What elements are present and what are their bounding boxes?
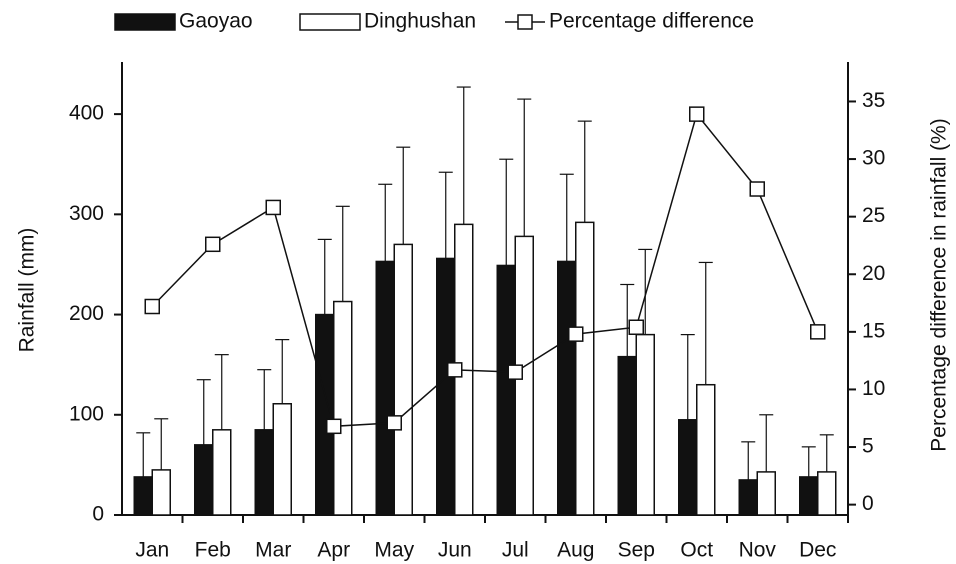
legend-swatch [299,13,361,31]
y2-tick-label: 35 [862,89,885,112]
x-tick-label: Jan [135,539,169,562]
bar [272,403,292,516]
legend-label: Dinghushan [364,10,476,33]
line-marker [628,319,644,335]
y2-tick-label: 10 [862,377,885,400]
legend-label: Percentage difference [549,10,754,33]
x-tick-label: Jun [438,539,472,562]
x-tick-label: Aug [557,539,594,562]
legend-swatch [114,13,176,31]
y2-axis-title: Percentage difference in rainfall (%) [928,118,951,451]
x-tick-label: Jul [502,539,529,562]
bar [133,476,153,516]
x-tick-label: Oct [680,539,713,562]
legend-label: Gaoyao [179,10,253,33]
y2-tick-label: 0 [862,492,874,515]
bar [393,243,413,516]
line-marker [386,415,402,431]
y-tick-label: 300 [69,202,104,225]
x-tick-label: Nov [739,539,777,562]
line-marker [326,418,342,435]
line-marker [689,106,705,122]
line-marker [507,364,523,380]
y2-tick-label: 15 [862,319,885,342]
bar [817,471,837,516]
bar [696,383,716,516]
bar [194,444,214,516]
y2-tick-label: 25 [862,204,885,227]
y-tick-label: 0 [92,503,104,526]
line-marker [568,326,584,342]
line-marker [749,181,765,197]
line-marker [447,362,463,378]
line-marker [810,324,826,340]
line-marker [144,298,160,315]
y2-tick-label: 30 [862,147,885,170]
line-marker [265,199,281,216]
bar [254,429,274,516]
bar [557,260,577,516]
bar [436,257,456,516]
bar [333,300,353,516]
x-tick-label: Dec [799,539,836,562]
bar [575,221,595,516]
bar [756,471,776,516]
y-tick-label: 400 [69,102,104,125]
bar [496,264,516,516]
x-tick-label: Mar [255,539,291,562]
y2-tick-label: 20 [862,262,885,285]
x-tick-label: May [374,539,414,562]
bar [799,476,819,516]
bar [375,260,395,516]
x-tick-label: Feb [195,539,231,562]
bar [617,355,637,516]
line-marker [205,236,221,253]
bar [635,333,655,516]
bar [212,429,232,516]
line [151,112,819,428]
y-tick-label: 100 [69,402,104,425]
bar [151,469,171,516]
y2-tick-label: 5 [862,435,874,458]
legend-swatch [517,14,533,30]
x-tick-label: Sep [618,539,655,562]
y-axis-title: Rainfall (mm) [16,228,39,353]
bar [738,479,758,516]
y-tick-label: 200 [69,302,104,325]
bar [678,419,698,516]
x-tick-label: Apr [317,539,350,562]
